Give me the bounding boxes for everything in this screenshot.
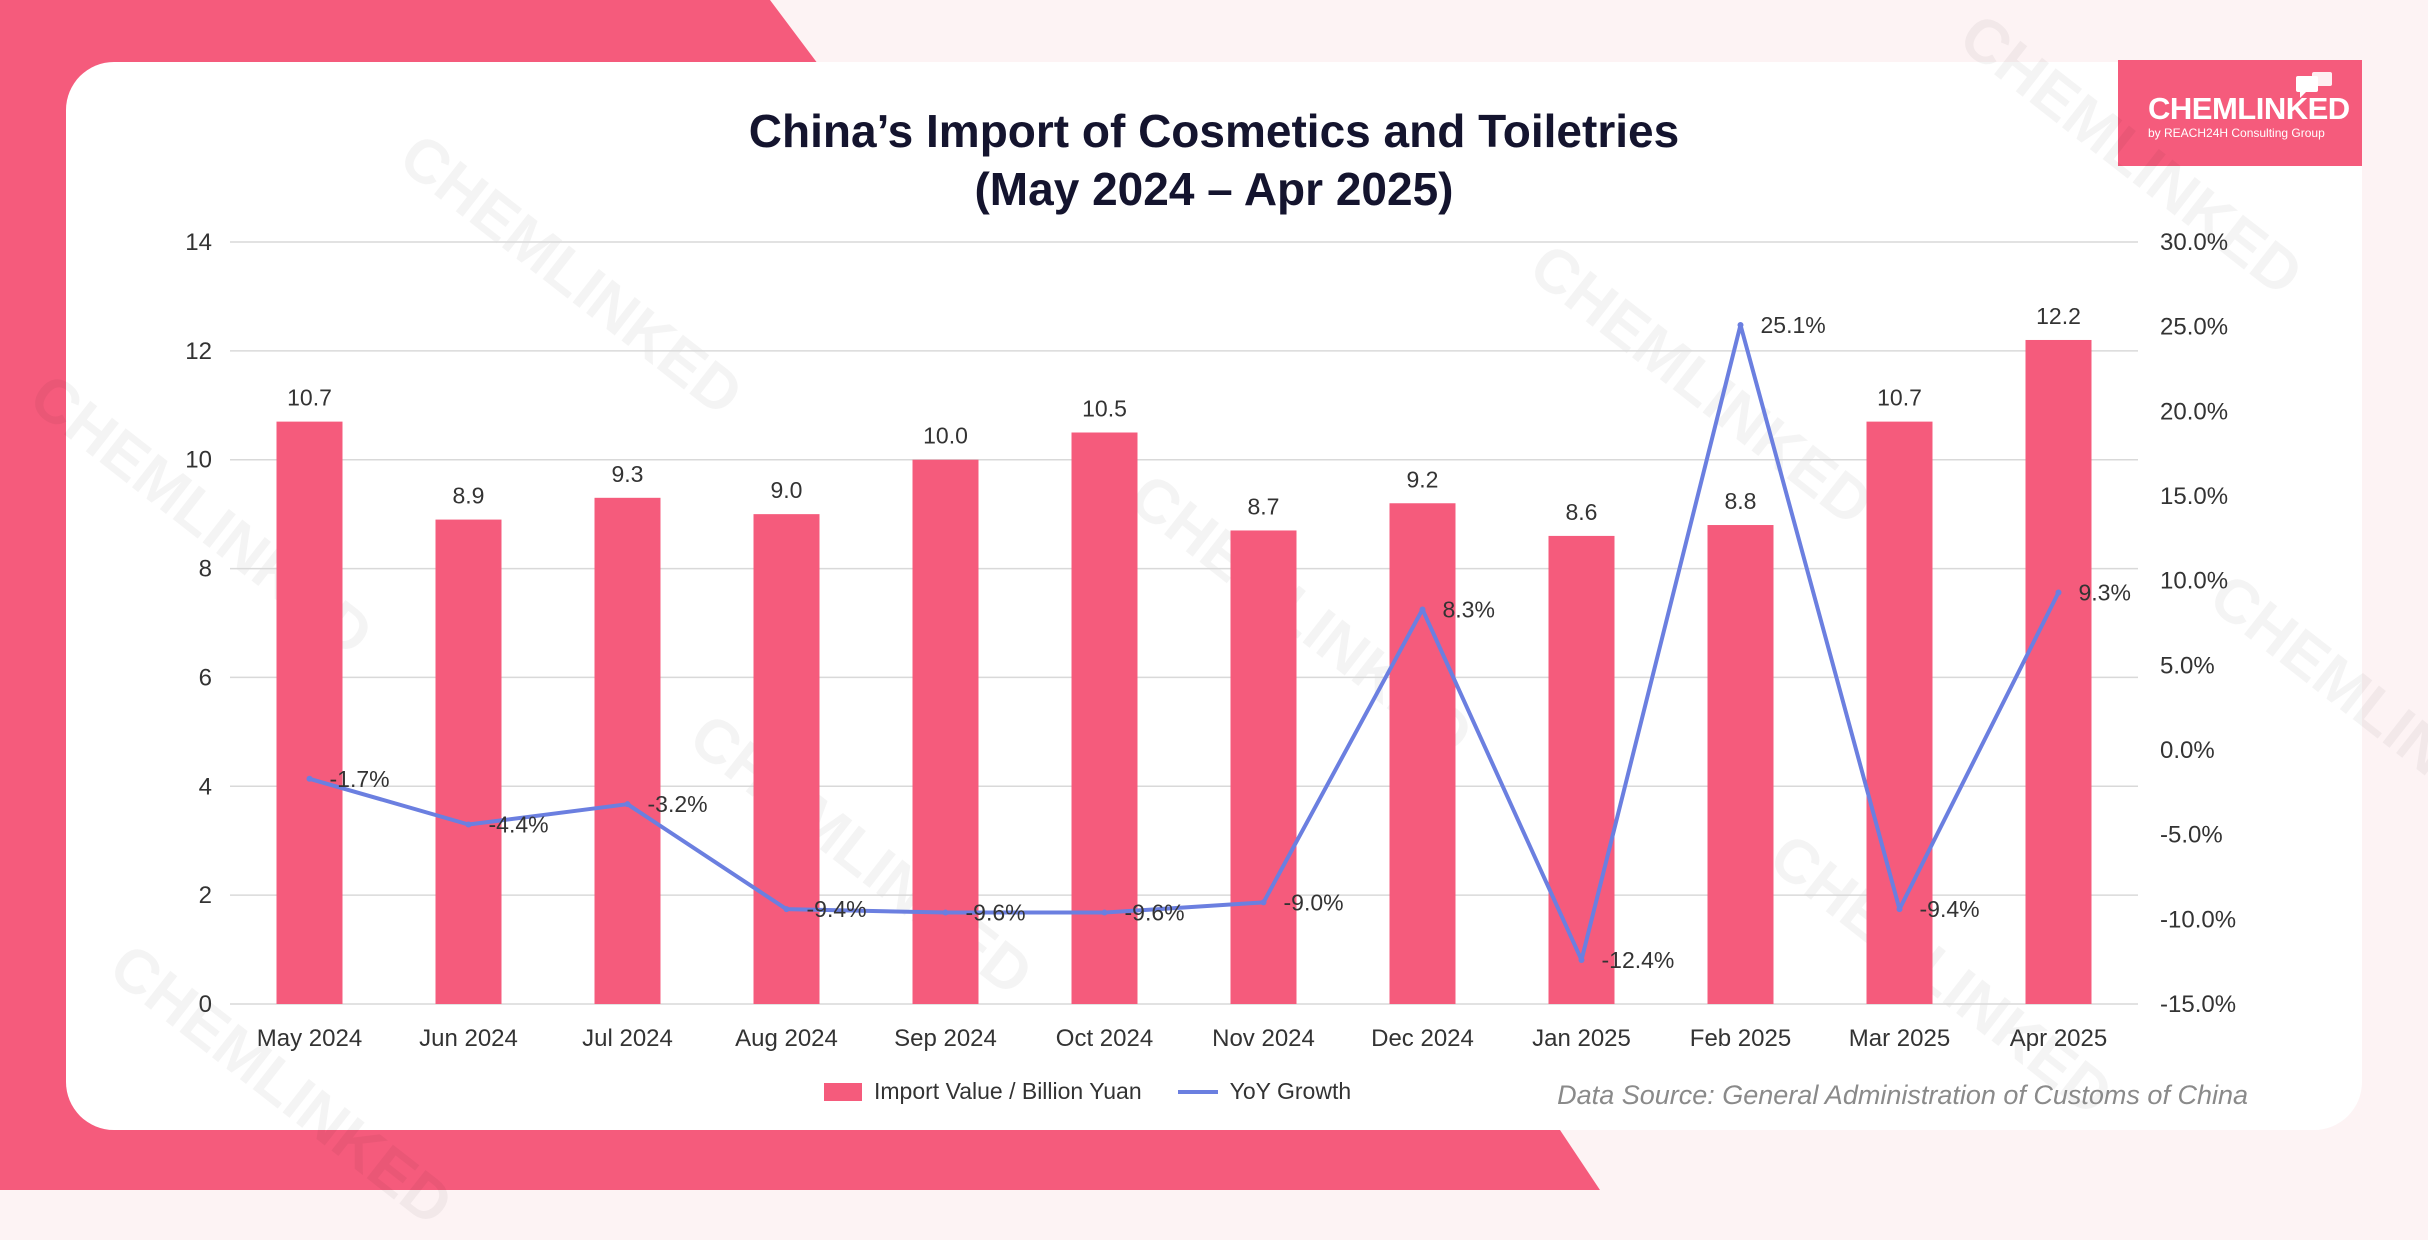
yoy-point [1260,899,1267,906]
y-left-tick-label: 2 [199,882,212,909]
y-left-tick-label: 14 [185,229,212,256]
yoy-point [1737,321,1744,328]
y-right-tick-label: -5.0% [2160,822,2223,849]
bar-value-label: 10.7 [1877,385,1922,411]
chart-title: China’s Import of Cosmetics and Toiletri… [748,105,1680,157]
bar-value-label: 12.2 [2036,303,2081,329]
x-tick-label: Jun 2024 [419,1025,518,1052]
yoy-value-label: 25.1% [1761,312,1826,338]
data-source-note: Data Source: General Administration of C… [1557,1080,2248,1110]
y-right-tick-label: -10.0% [2160,906,2236,933]
bar [276,421,343,1005]
x-tick-label: Nov 2024 [1212,1025,1315,1052]
bar [2025,339,2092,1004]
yoy-value-label: -9.4% [1920,896,1980,922]
legend-item-yoy: YoY Growth [1177,1078,1352,1105]
logo-tagline: by REACH24H Consulting Group [2148,126,2325,140]
yoy-value-label: -1.7% [330,766,390,792]
x-tick-label: Aug 2024 [735,1025,838,1052]
y-right-tick-label: 5.0% [2160,652,2215,679]
bar [1071,432,1138,1004]
y-left-tick-label: 4 [199,773,212,800]
bar-value-label: 8.9 [453,483,485,509]
chart-subtitle: (May 2024 – Apr 2025) [974,163,1454,215]
chart-legend: Import Value / Billion Yuan YoY Growth [824,1078,1387,1105]
legend-item-import: Import Value / Billion Yuan [824,1078,1142,1105]
y-left-tick-label: 0 [199,991,212,1018]
legend-swatch-line [1177,1089,1218,1094]
logo-wordmark: CHEMLINKED [2148,91,2350,126]
y-right-tick-label: 0.0% [2160,737,2215,764]
bar-value-label: 10.0 [923,423,968,449]
x-tick-label: Feb 2025 [1690,1025,1791,1052]
yoy-point [1101,909,1108,916]
yoy-growth-line [308,322,2061,962]
yoy-value-label: -4.4% [489,812,549,838]
y-left-tick-label: 8 [199,556,212,583]
bar-value-label: 8.8 [1725,488,1757,514]
yoy-value-label: -3.2% [648,791,708,817]
yoy-point [2055,589,2062,596]
yoy-value-label: -9.6% [1125,900,1185,926]
bar [753,514,820,1004]
y-left-tick-label: 12 [185,338,212,365]
bar-value-label: 8.6 [1566,499,1598,525]
x-tick-label: Jan 2025 [1532,1025,1631,1052]
bar-value-label: 9.0 [771,477,803,503]
y-left-tick-label: 10 [185,447,212,474]
yoy-point [624,801,631,808]
bar [1389,503,1456,1004]
y-right-tick-label: 20.0% [2160,398,2228,425]
x-tick-label: Mar 2025 [1849,1025,1950,1052]
yoy-point [942,909,949,916]
bar [1548,535,1615,1004]
x-tick-label: Apr 2025 [2010,1025,2107,1052]
legend-label-yoy: YoY Growth [1229,1078,1352,1104]
bar [594,497,661,1004]
legend-label-import: Import Value / Billion Yuan [874,1078,1142,1104]
legend-swatch-bar [824,1082,862,1101]
bar [1707,525,1774,1004]
y-right-tick-label: 15.0% [2160,483,2228,510]
chemlinked-logo: CHEMLINKED by REACH24H Consulting Group [2118,60,2362,166]
y-left-tick-label: 6 [199,664,212,691]
chat-bubble-icon [2296,72,2332,98]
chart-plot: 0 2 4 6 8 10 12 14 -15.0% -10.0% -5.0% 0.0% 5.0% 10.0… [185,229,2236,1052]
yoy-point [1578,956,1585,963]
x-tick-label: Dec 2024 [1371,1025,1474,1052]
yoy-point [306,775,313,782]
yoy-point [1896,906,1903,913]
yoy-value-label: -9.6% [966,900,1026,926]
yoy-value-label: -12.4% [1602,947,1675,973]
y-right-tick-label: 10.0% [2160,568,2228,595]
y-right-tick-label: -15.0% [2160,991,2236,1018]
bar-value-label: 10.7 [287,385,332,411]
yoy-value-label: -9.0% [1284,889,1344,915]
x-tick-label: May 2024 [257,1025,362,1052]
bar-value-label: 9.3 [612,461,644,487]
bar-value-label: 10.5 [1082,396,1127,422]
yoy-point [465,821,472,828]
bar [435,519,502,1004]
x-tick-label: Sep 2024 [894,1025,997,1052]
bar-value-label: 8.7 [1248,493,1280,519]
x-tick-label: Oct 2024 [1056,1025,1153,1052]
x-tick-label: Jul 2024 [582,1025,673,1052]
yoy-value-label: 9.3% [2079,580,2131,606]
y-right-tick-label: 25.0% [2160,314,2228,341]
yoy-point [1419,606,1426,613]
yoy-point [783,906,790,913]
yoy-value-label: 8.3% [1443,596,1495,622]
yoy-value-label: -9.4% [807,896,867,922]
y-right-tick-label: 30.0% [2160,229,2228,256]
bar [1230,530,1297,1004]
bar-value-label: 9.2 [1407,466,1439,492]
